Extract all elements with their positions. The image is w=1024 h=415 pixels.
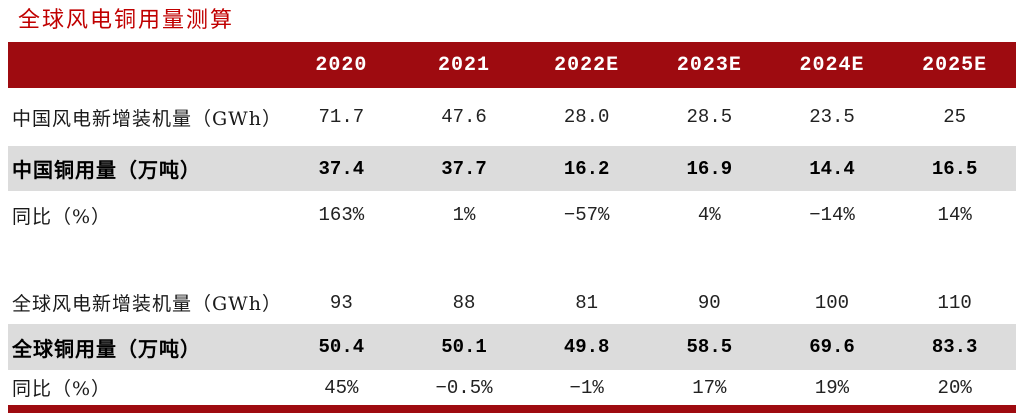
data-cell: 93 xyxy=(329,291,353,314)
table-row xyxy=(8,239,1016,281)
data-cell: 49.8 xyxy=(563,336,610,358)
data-cell: 1% xyxy=(452,204,476,226)
table-row: 同比（%） 163% 1% −57% 4% −14% 14% xyxy=(8,191,1016,239)
data-cell: −1% xyxy=(569,376,604,399)
data-cell: 71.7 xyxy=(318,106,365,128)
data-cell: 47.6 xyxy=(441,106,487,128)
data-cell: 100 xyxy=(814,291,850,314)
column-header: 2024E xyxy=(799,53,865,77)
data-cell: 50.1 xyxy=(441,336,487,358)
data-cell: 28.5 xyxy=(686,106,733,128)
data-cell: 45% xyxy=(324,376,359,399)
column-header: 2020 xyxy=(315,53,368,77)
table-row: 中国风电新增装机量（GWh） 71.7 47.6 28.0 28.5 23.5 25 xyxy=(8,88,1016,146)
data-cell: 90 xyxy=(697,291,721,314)
table-bottom-rule xyxy=(8,405,1016,413)
data-cell: 16.5 xyxy=(931,157,978,180)
data-cell: 16.9 xyxy=(686,157,733,180)
row-label: 中国铜用量（万吨） xyxy=(12,158,201,182)
data-cell: 83.3 xyxy=(931,336,978,358)
data-cell: 69.6 xyxy=(809,336,855,358)
data-cell: 110 xyxy=(937,291,972,314)
table-row: 同比（%） 45% −0.5% −1% 17% 19% 20% xyxy=(8,370,1016,405)
data-cell: 25 xyxy=(943,106,967,128)
data-cell: 14.4 xyxy=(809,157,855,180)
data-cell: 20% xyxy=(937,376,972,399)
data-cell: 88 xyxy=(452,291,476,314)
data-cell: −14% xyxy=(809,204,855,226)
data-cell: 19% xyxy=(814,376,850,399)
table-row: 全球风电新增装机量（GWh） 93 88 81 90 100 110 xyxy=(8,281,1016,324)
column-header: 2022E xyxy=(554,53,620,77)
table-body: 中国风电新增装机量（GWh） 71.7 47.6 28.0 28.5 23.5 25 中国铜用… xyxy=(8,88,1016,405)
data-cell: 16.2 xyxy=(563,157,610,180)
column-header: 2021 xyxy=(437,53,490,77)
row-label: 同比（%） xyxy=(12,378,112,400)
row-label: 同比（%） xyxy=(12,205,112,228)
row-label: 中国风电新增装机量（GWh） xyxy=(12,107,282,130)
data-cell: 17% xyxy=(692,376,727,399)
data-cell: 37.4 xyxy=(318,157,365,180)
data-cell: −0.5% xyxy=(435,376,493,399)
data-cell: 163% xyxy=(318,204,365,226)
column-header: 2025E xyxy=(922,53,988,77)
data-cell: 58.5 xyxy=(686,336,733,358)
column-header: 2023E xyxy=(676,53,742,77)
table-row: 全球铜用量（万吨） 50.4 50.1 49.8 58.5 69.6 83.3 xyxy=(8,324,1016,370)
copper-usage-table: 2020 2021 2022E 2023E 2024E 2025E 中国风电新增装机量（G… xyxy=(8,42,1016,413)
data-cell: 14% xyxy=(937,204,972,226)
table-row: 中国铜用量（万吨） 37.4 37.7 16.2 16.9 14.4 16.5 xyxy=(8,146,1016,191)
data-cell: 28.0 xyxy=(563,106,610,128)
row-label: 全球铜用量（万吨） xyxy=(12,336,201,361)
data-cell: 37.7 xyxy=(441,157,487,180)
figure-title: 全球风电铜用量测算 xyxy=(18,8,235,33)
data-cell: 50.4 xyxy=(318,336,365,358)
data-cell: 81 xyxy=(575,291,599,314)
data-cell: 23.5 xyxy=(809,106,855,128)
table-header-row: 2020 2021 2022E 2023E 2024E 2025E xyxy=(8,42,1016,88)
data-cell: 4% xyxy=(697,204,721,226)
row-label: 全球风电新增装机量（GWh） xyxy=(12,293,282,315)
data-cell: −57% xyxy=(563,204,610,226)
